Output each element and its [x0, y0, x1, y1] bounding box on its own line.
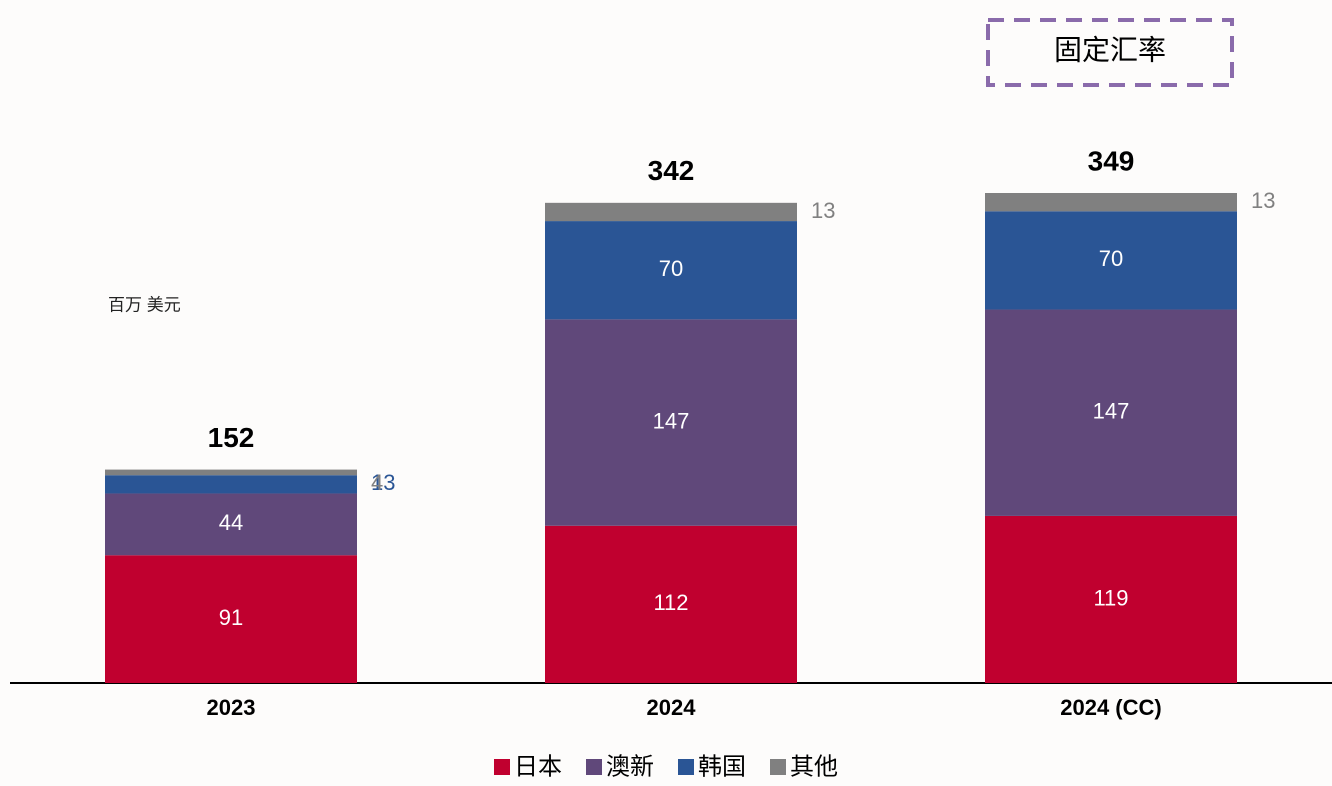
value-label: 4	[371, 470, 383, 495]
legend-swatch	[678, 759, 694, 775]
bar-segment	[985, 515, 1237, 683]
value-label: 119	[1093, 585, 1128, 610]
value-label: 13	[371, 470, 395, 495]
value-label: 13	[811, 198, 835, 223]
total-label: 349	[1088, 145, 1135, 176]
bar-segment	[545, 525, 797, 683]
value-label: 112	[653, 590, 688, 615]
value-label: 70	[659, 256, 683, 281]
bar-segment	[985, 193, 1237, 212]
x-tick-label: 2024 (CC)	[1060, 695, 1161, 720]
legend-label: 其他	[790, 753, 838, 780]
bar-segment	[105, 555, 357, 683]
x-tick-label: 2024	[647, 695, 697, 720]
legend-label: 澳新	[606, 753, 654, 780]
total-label: 342	[648, 155, 695, 186]
unit-label: 百万 美元	[108, 295, 181, 314]
bar-segment	[105, 475, 357, 494]
legend-swatch	[494, 759, 510, 775]
legend-label: 日本	[514, 753, 562, 780]
legend-label: 韩国	[698, 753, 746, 780]
bar-segment	[105, 469, 357, 476]
legend-swatch	[770, 759, 786, 775]
bar-segment	[545, 319, 797, 526]
bar-segment	[545, 202, 797, 222]
value-label: 147	[1093, 399, 1130, 424]
bar-segment	[545, 221, 797, 320]
value-label: 13	[1251, 188, 1275, 213]
bar-segment	[985, 211, 1237, 310]
bar-segment	[985, 309, 1237, 516]
bar-segment	[105, 493, 357, 556]
value-label: 91	[219, 605, 243, 630]
legend-swatch	[586, 759, 602, 775]
value-label: 44	[219, 510, 243, 535]
total-label: 152	[208, 422, 255, 453]
x-tick-label: 2023	[207, 695, 256, 720]
annotation-box	[986, 18, 1234, 87]
value-label: 70	[1099, 246, 1123, 271]
value-label: 147	[653, 408, 690, 433]
annotation: 固定汇率	[1054, 34, 1166, 65]
